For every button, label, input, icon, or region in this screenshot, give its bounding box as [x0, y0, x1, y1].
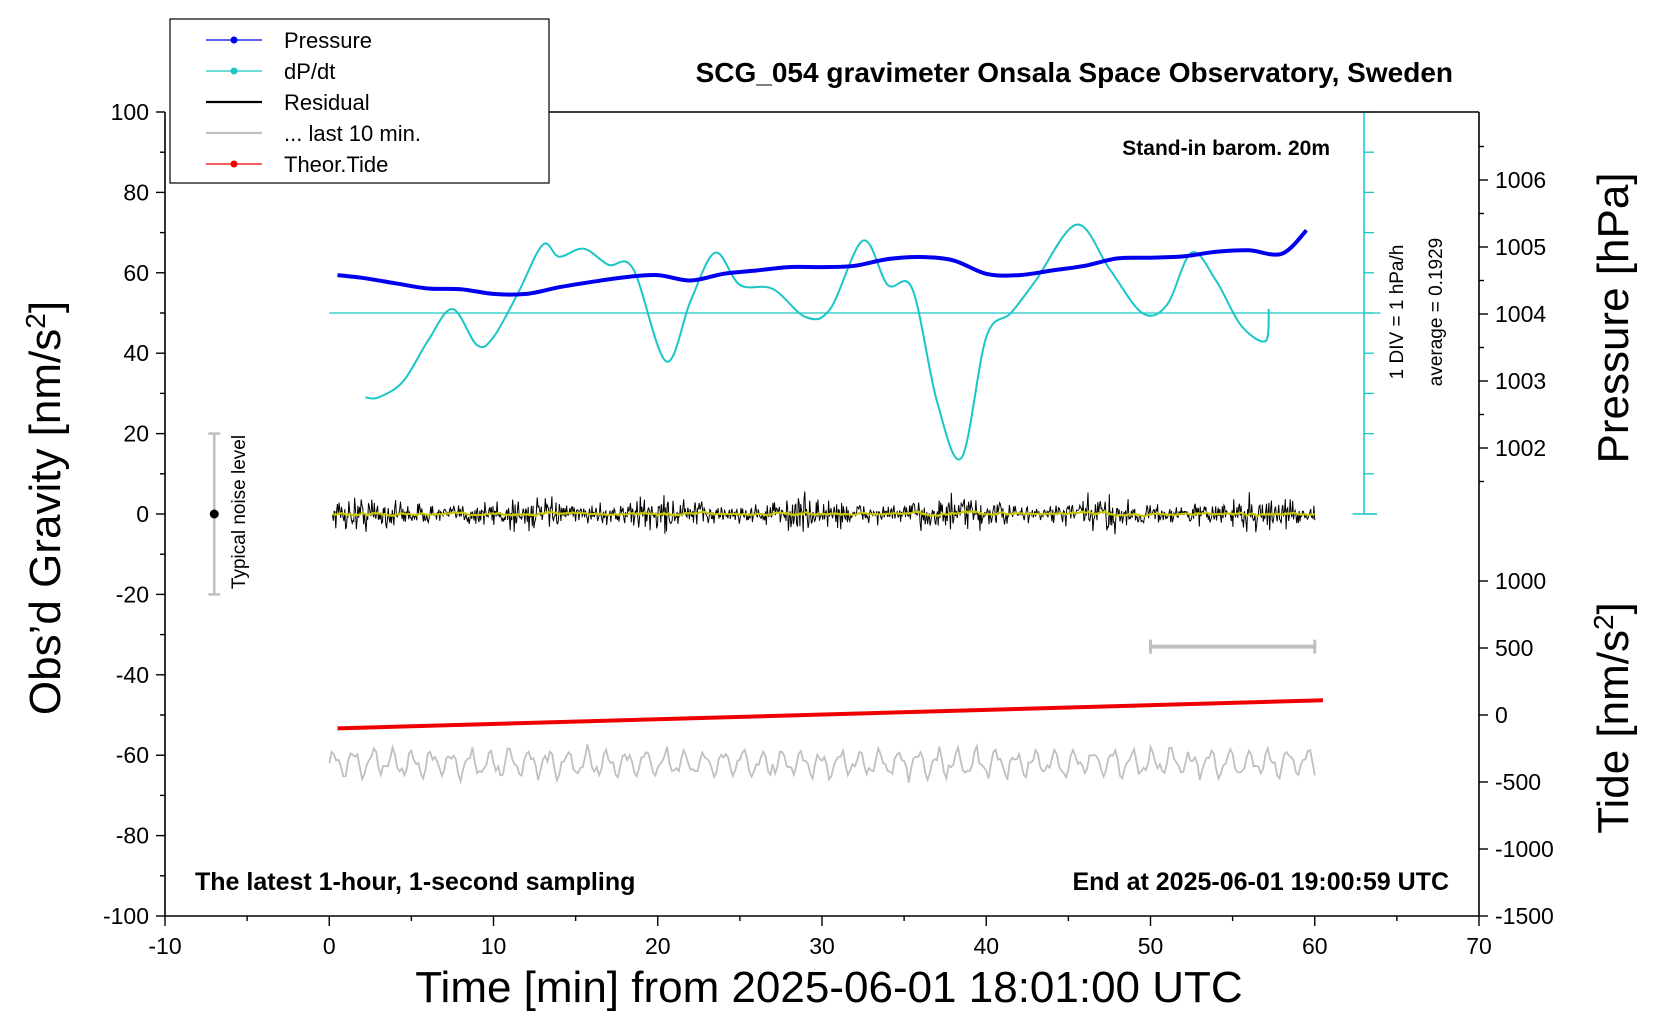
pressure-tick-label: 1004 [1495, 301, 1546, 327]
legend-marker-tide [230, 160, 238, 168]
pressure-tick-label: 1002 [1495, 435, 1546, 461]
y-tick-label: -20 [116, 581, 149, 607]
tide-tick-label: 1000 [1495, 568, 1546, 594]
pressure-series-line [337, 228, 1308, 297]
legend-marker-pressure [230, 36, 238, 44]
dpdt-series-line [365, 223, 1270, 461]
tide-series-line [337, 698, 1324, 731]
y-tick-label: -80 [116, 823, 149, 849]
y-tick-label: 100 [111, 99, 149, 125]
x-tick-label: 40 [973, 933, 999, 959]
y-axis-label-pressure: Pressure [hPa] [1589, 172, 1638, 463]
y-tick-label: 60 [123, 260, 149, 286]
x-tick-label: 10 [481, 933, 507, 959]
y-axis-label-tide: Tide [nm/s2] [1588, 602, 1639, 834]
tide-tick-label: 0 [1495, 702, 1508, 728]
x-tick-label: 60 [1302, 933, 1328, 959]
noise-annotation: Typical noise level [229, 435, 250, 589]
legend-label-dpdt: dP/dt [284, 59, 335, 84]
legend-label-residual: Residual [284, 90, 370, 115]
average-annotation: average = 0.1929 [1426, 238, 1447, 386]
legend-label-last10: ... last 10 min. [284, 121, 421, 146]
y-tick-label: 0 [136, 501, 149, 527]
sampling-annotation: The latest 1-hour, 1-second sampling [195, 868, 635, 896]
barometer-annotation: Stand-in barom. 20m [1122, 137, 1330, 160]
x-axis-label: Time [min] from 2025-06-01 18:01:00 UTC [415, 963, 1242, 1012]
x-tick-label: 0 [323, 933, 336, 959]
x-tick-label: 30 [809, 933, 835, 959]
x-tick-label: 70 [1466, 933, 1492, 959]
legend-label-pressure: Pressure [284, 28, 372, 53]
pressure-tick-label: 1005 [1495, 234, 1546, 260]
tide-tick-label: 500 [1495, 635, 1533, 661]
legend-label-tide: Theor.Tide [284, 152, 388, 177]
y-tick-label: -60 [116, 742, 149, 768]
x-tick-label: 20 [645, 933, 671, 959]
x-tick-label: 50 [1138, 933, 1164, 959]
legend: Pressure dP/dt Residual ... last 10 min.… [169, 18, 550, 184]
legend-marker-dpdt [230, 67, 238, 75]
pressure-tick-label: 1006 [1495, 167, 1546, 193]
end-annotation: End at 2025-06-01 19:00:59 UTC [1072, 868, 1449, 896]
tide-tick-label: -1000 [1495, 836, 1554, 862]
pressure-tick-label: 1003 [1495, 368, 1546, 394]
y-tick-label: 80 [123, 179, 149, 205]
x-tick-label: -10 [148, 933, 181, 959]
tide-tick-label: -500 [1495, 769, 1541, 795]
y-tick-label: -100 [103, 903, 149, 929]
tide-tick-label: -1500 [1495, 903, 1554, 929]
y-axis-label-left: Obs’d Gravity [nm/s2] [20, 301, 71, 715]
div-annotation: 1 DIV = 1 hPa/h [1387, 245, 1408, 380]
last10-series-line [328, 743, 1316, 785]
y-tick-label: 20 [123, 421, 149, 447]
residual-running-mean [332, 509, 1316, 518]
chart-title: SCG_054 gravimeter Onsala Space Observat… [696, 57, 1453, 88]
y-tick-label: -40 [116, 662, 149, 688]
noise-level-dot [209, 509, 219, 519]
y-tick-label: 40 [123, 340, 149, 366]
